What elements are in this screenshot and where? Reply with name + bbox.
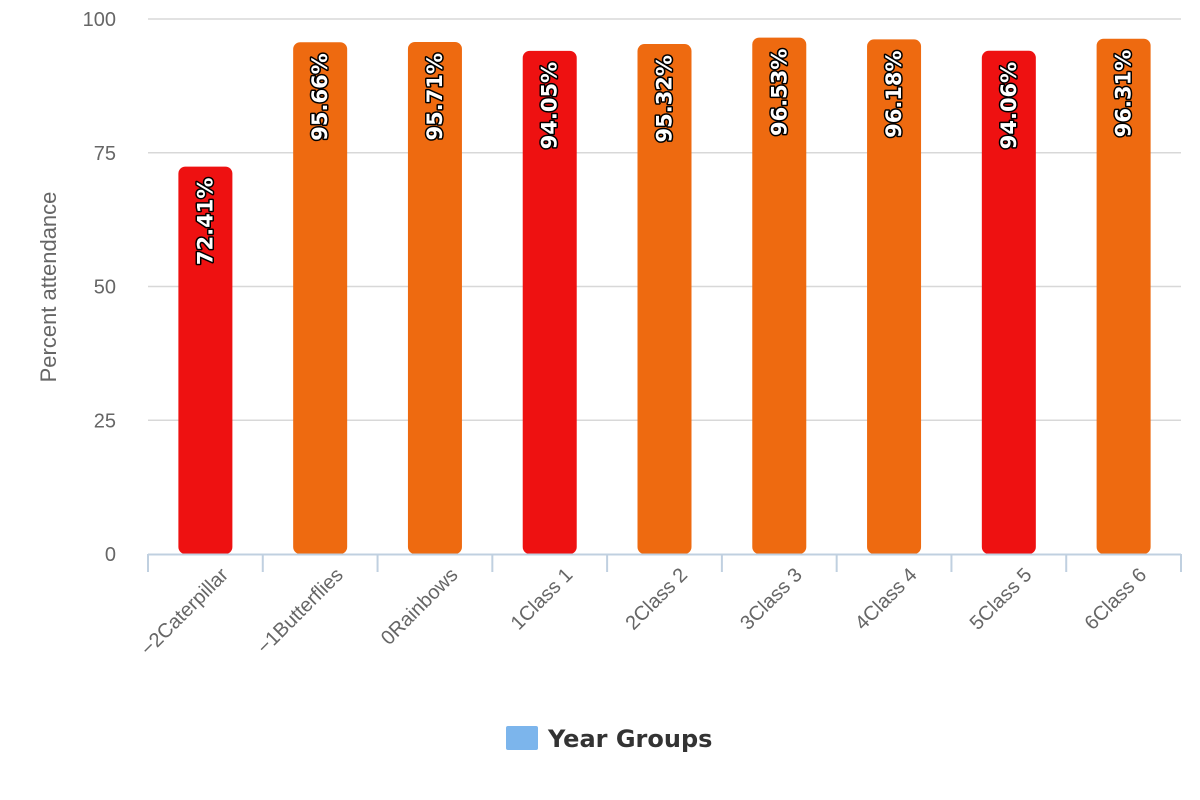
x-tick-label: 5Class 5 xyxy=(966,564,1037,635)
bar-data-label: 95.32% xyxy=(653,55,677,142)
y-tick-label: 100 xyxy=(83,9,116,31)
bar-data-label: 95.66% xyxy=(308,53,332,140)
y-tick-label: 25 xyxy=(94,410,116,432)
x-tick-label: 1Class 1 xyxy=(507,564,578,635)
bar[interactable] xyxy=(981,50,1036,555)
legend-label[interactable]: Year Groups xyxy=(547,725,712,753)
x-tick-label: −2Caterpillar xyxy=(137,564,233,660)
bar-data-label: 96.53% xyxy=(767,49,791,136)
y-axis-title: Percent attendance xyxy=(36,192,61,383)
legend-swatch[interactable] xyxy=(506,726,538,750)
bar-data-label: 95.71% xyxy=(423,53,447,140)
bar-labels: 72.41% 95.66% 95.71% 94.05% 95.32% 96.53% 96.1… xyxy=(192,47,1137,267)
y-tick-label: 75 xyxy=(94,143,116,165)
x-tick-label: −1Butterflies xyxy=(253,564,348,659)
bar-data-label: 72.41% xyxy=(193,178,217,265)
y-tick-label: 0 xyxy=(105,544,116,566)
x-tick-label: 3Class 3 xyxy=(736,564,807,635)
bar[interactable] xyxy=(407,41,462,555)
bar[interactable] xyxy=(1096,38,1151,554)
x-tick-label: 6Class 6 xyxy=(1081,564,1152,635)
x-tick-label: 4Class 4 xyxy=(851,564,922,635)
bar[interactable] xyxy=(752,37,807,554)
bars xyxy=(178,37,1151,555)
y-tick-label: 50 xyxy=(94,277,116,299)
bar[interactable] xyxy=(178,166,233,554)
x-axis: −2Caterpillar −1Butterflies 0Rainbows 1Clas… xyxy=(137,553,1182,660)
x-tick-label: 2Class 2 xyxy=(621,564,692,635)
bar-data-label: 96.18% xyxy=(882,50,906,137)
bar[interactable] xyxy=(637,44,692,555)
bar[interactable] xyxy=(522,50,577,555)
bar-data-label: 96.31% xyxy=(1112,50,1136,137)
legend[interactable]: Year Groups xyxy=(506,725,712,753)
x-tick-label: 0Rainbows xyxy=(377,564,463,650)
bar[interactable] xyxy=(867,39,922,554)
bar-data-label: 94.06% xyxy=(997,62,1021,149)
bar[interactable] xyxy=(293,42,348,555)
bar-data-label: 94.05% xyxy=(538,62,562,149)
